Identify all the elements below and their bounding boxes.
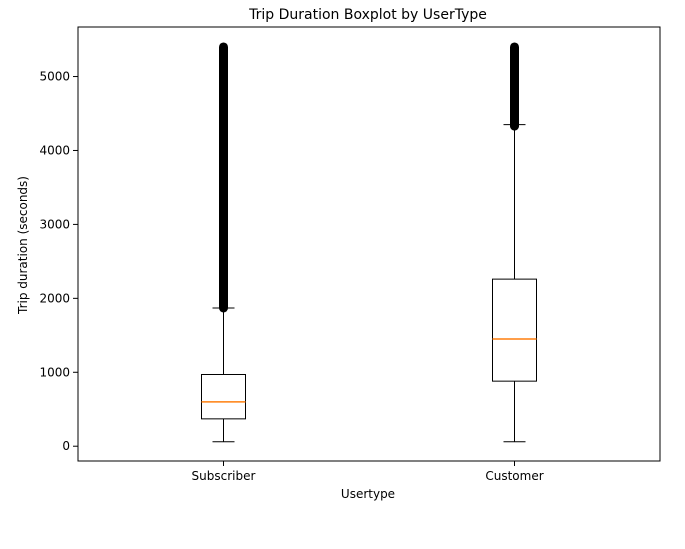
box-subscriber [201,42,246,443]
y-tick-label: 2000 [39,291,70,305]
x-tick-label: Customer [485,469,543,483]
boxes-group [201,42,537,443]
y-tick-label: 1000 [39,365,70,379]
box-customer [492,42,537,443]
y-tick-label: 4000 [39,143,70,157]
y-axis-label: Trip duration (seconds) [16,176,30,315]
y-tick-label: 3000 [39,217,70,231]
x-tick-label: Subscriber [192,469,256,483]
y-tick-label: 0 [62,439,70,453]
x-axis: Subscriber Customer [192,461,544,483]
iqr-box [492,278,537,382]
iqr-box [201,373,246,420]
x-axis-label: Usertype [341,487,395,501]
plot-area-frame [77,26,661,462]
y-tick-label: 5000 [39,70,70,84]
y-axis: 0 1000 2000 3000 4000 5000 [39,70,78,453]
chart-title: Trip Duration Boxplot by UserType [248,7,487,23]
